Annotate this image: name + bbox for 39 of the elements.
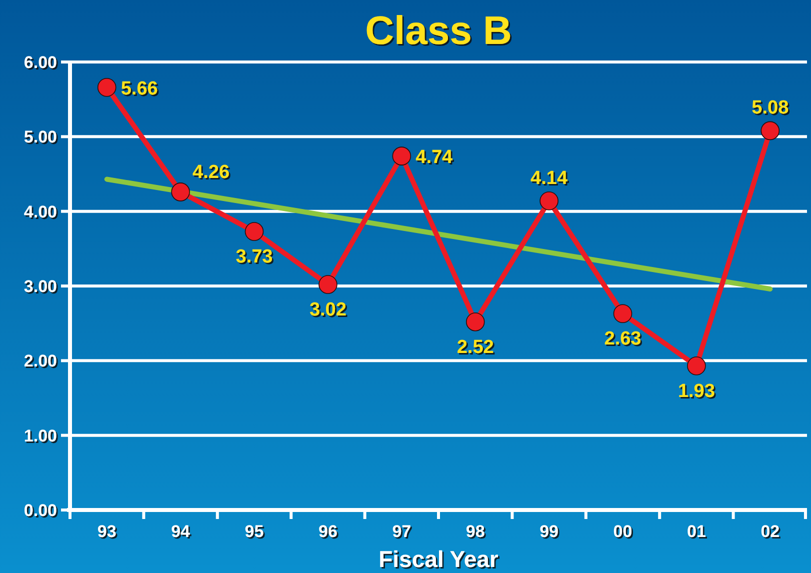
data-label: 2.63 <box>604 328 642 350</box>
y-tick-label: 2.00 <box>24 352 57 371</box>
data-label: 3.73 <box>236 246 273 268</box>
point <box>613 304 632 324</box>
x-tick-label: 97 <box>392 522 412 541</box>
x-tick-label: 98 <box>466 522 485 541</box>
point <box>760 121 780 140</box>
y-tick-label: 3.00 <box>24 276 57 296</box>
point <box>171 182 190 202</box>
data-label: 5.66 <box>120 78 158 100</box>
data-label: 4.74 <box>416 147 454 168</box>
point <box>318 275 338 294</box>
y-tick-label: 5.00 <box>24 128 57 147</box>
x-axis-title: Fiscal Year <box>378 546 498 572</box>
x-tick-label: 01 <box>686 522 706 541</box>
point <box>244 222 264 241</box>
x-tick-label: 93 <box>97 522 116 541</box>
x-tick-label: 99 <box>540 522 559 541</box>
x-tick-label: 96 <box>318 522 338 541</box>
point <box>540 191 558 210</box>
data-label: 1.93 <box>678 380 715 402</box>
x-tick-label: 00 <box>613 522 632 541</box>
x-tick-label: 94 <box>171 522 191 541</box>
point <box>392 146 412 166</box>
y-tick-label: 6.00 <box>24 52 57 72</box>
data-label: 3.02 <box>309 300 346 321</box>
x-tick-label: 02 <box>760 522 780 541</box>
x-tick-label: 95 <box>244 522 264 541</box>
data-label: 4.14 <box>530 168 568 189</box>
y-tick-label: 1.00 <box>24 426 57 446</box>
point <box>97 78 116 97</box>
data-label: 2.52 <box>456 336 494 358</box>
data-label: 4.26 <box>192 162 230 183</box>
point <box>687 356 706 376</box>
y-tick-label: 4.00 <box>24 202 57 222</box>
chart-title: Class B <box>365 9 512 53</box>
point <box>466 312 485 332</box>
y-tick-label: 0.00 <box>24 500 57 520</box>
data-label: 5.08 <box>752 98 789 119</box>
